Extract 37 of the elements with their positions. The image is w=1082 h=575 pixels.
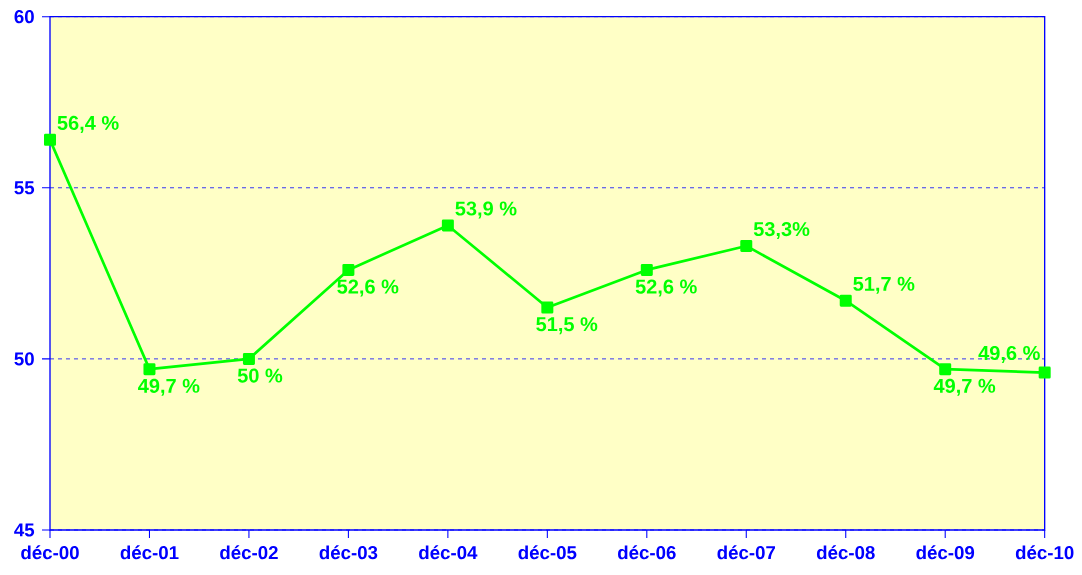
point xyxy=(939,363,952,376)
y-tick-label: 60 xyxy=(14,10,34,24)
data-label: 52,6 % xyxy=(337,279,399,297)
data-label: 49,6 % xyxy=(978,345,1040,363)
data-label: 49,7 % xyxy=(933,378,996,396)
x-tick-label: déc-05 xyxy=(518,545,577,560)
x-tick-label: déc-02 xyxy=(220,545,278,560)
y-tick-label: 45 xyxy=(14,523,35,537)
point xyxy=(740,239,753,252)
y-tick-label: 50 xyxy=(14,352,34,366)
point xyxy=(342,263,355,276)
data-label: 53,9 % xyxy=(455,201,517,219)
x-tick-label: déc-01 xyxy=(120,545,179,560)
y-tick-label: 55 xyxy=(14,181,35,195)
point xyxy=(143,363,156,376)
point xyxy=(441,219,454,232)
x-tick-label: déc-08 xyxy=(816,545,875,560)
point xyxy=(242,352,255,365)
data-label: 51,7 % xyxy=(853,276,915,294)
data-label: 56,4 % xyxy=(57,115,119,133)
point xyxy=(43,133,57,146)
x-tick-label: déc-09 xyxy=(916,545,975,560)
x-tick-label: déc-00 xyxy=(21,545,79,560)
point xyxy=(541,301,554,314)
x-tick-label: déc-07 xyxy=(717,545,776,560)
data-label: 50 % xyxy=(237,368,283,383)
data-label: 53,3% xyxy=(753,221,810,240)
x-tick-label: déc-04 xyxy=(419,545,478,560)
data-label: 52,6 % xyxy=(635,279,697,297)
data-label: 51,5 % xyxy=(536,317,598,335)
x-tick-label: déc-03 xyxy=(319,545,378,560)
x-tick-label: déc-06 xyxy=(618,545,676,560)
point xyxy=(640,263,653,276)
data-label: 49,7 % xyxy=(138,378,200,396)
x-tick-label: déc-10 xyxy=(1015,545,1074,560)
point xyxy=(839,294,852,307)
point xyxy=(1038,366,1051,379)
